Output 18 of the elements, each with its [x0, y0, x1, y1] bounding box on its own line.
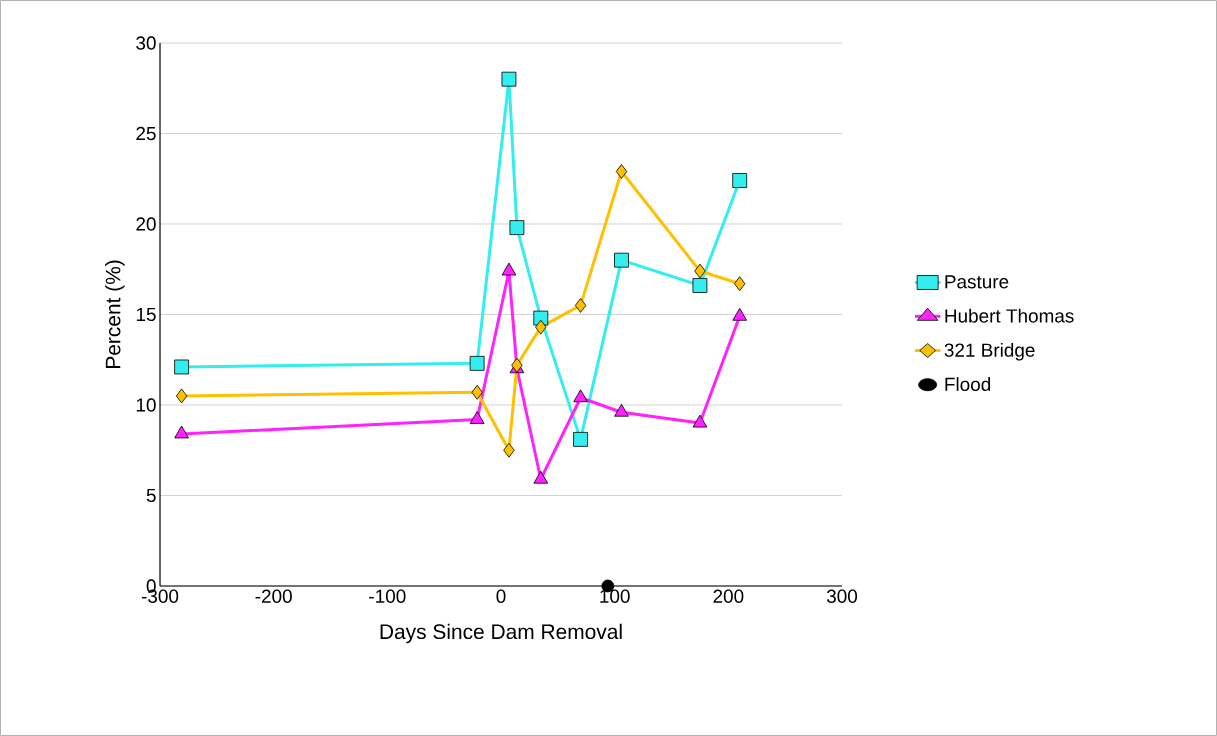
x-tick-label: -200 [255, 589, 292, 603]
legend-label: 321 Bridge [944, 342, 1035, 361]
legend-label: Hubert Thomas [945, 308, 1074, 323]
x-tick-label: 300 [826, 589, 858, 603]
y-tick-label: 10 [136, 398, 156, 412]
y-tick-label: 20 [136, 217, 156, 231]
x-tick-label: 100 [600, 589, 630, 603]
y-tick-label: 30 [136, 36, 156, 50]
x-tick-label: 200 [713, 589, 744, 603]
y-tick-label: 15 [136, 307, 156, 322]
legend-label: Pasture [945, 275, 1009, 289]
y-axis-title: Percent (%) [105, 260, 125, 368]
x-tick-label: 0 [496, 589, 506, 603]
x-axis-title: Days Since Dam Removal [380, 623, 622, 644]
y-tick-label: 5 [146, 488, 156, 503]
legend-label: Flood [945, 377, 991, 392]
y-tick-label: 25 [136, 126, 156, 141]
x-tick-label: -100 [369, 589, 406, 603]
